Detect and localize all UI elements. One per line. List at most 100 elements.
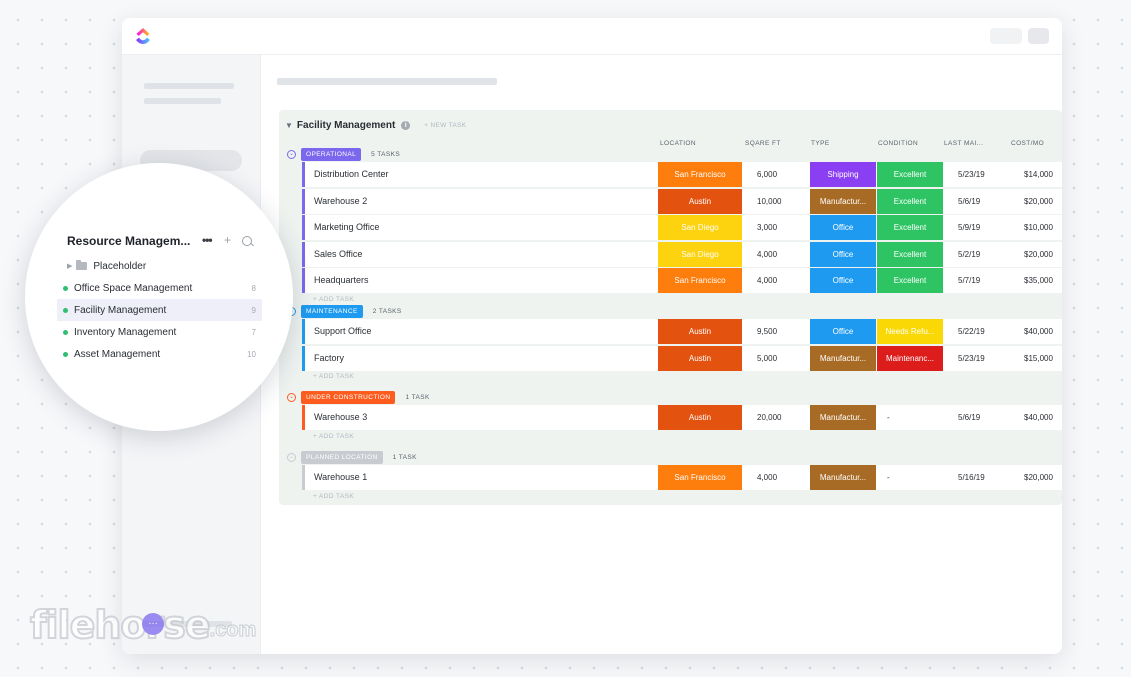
group-status-tag[interactable]: OPERATIONAL bbox=[301, 148, 362, 161]
sidebar-list-item[interactable]: Inventory Management 7 bbox=[57, 321, 262, 343]
sidebar-list-item[interactable]: Office Space Management 8 bbox=[57, 277, 262, 299]
task-name[interactable]: Warehouse 1 bbox=[314, 472, 368, 482]
task-row[interactable]: Warehouse 1 San Francisco 4,000 Manufactur.… bbox=[302, 465, 1062, 490]
collapse-caret-icon[interactable]: ▼ bbox=[285, 120, 293, 130]
column-header-last_maint[interactable]: LAST MAI... bbox=[944, 140, 984, 147]
cost-cell[interactable]: $40,000 bbox=[1024, 327, 1053, 336]
location-chip[interactable]: Austin bbox=[658, 405, 742, 430]
type-chip[interactable]: Manufactur... bbox=[810, 188, 876, 214]
location-chip[interactable]: San Diego bbox=[658, 215, 742, 241]
group-status-tag[interactable]: PLANNED LOCATION bbox=[301, 451, 383, 464]
last-maint-cell[interactable]: 5/9/19 bbox=[958, 223, 981, 233]
add-task-button[interactable]: + ADD TASK bbox=[313, 432, 355, 440]
type-chip[interactable]: Office bbox=[810, 268, 876, 294]
type-chip[interactable]: Manufactur... bbox=[810, 465, 876, 490]
sqft-cell[interactable]: 20,000 bbox=[757, 413, 782, 422]
task-row[interactable]: Factory Austin 5,000 Manufactur... Maintenan… bbox=[302, 345, 1062, 371]
last-maint-cell[interactable]: 5/23/19 bbox=[958, 170, 985, 179]
cost-cell[interactable]: $20,000 bbox=[1024, 196, 1053, 206]
type-chip[interactable]: Office bbox=[810, 215, 876, 241]
task-name[interactable]: Factory bbox=[314, 352, 345, 363]
task-name[interactable]: Marketing Office bbox=[314, 222, 380, 233]
sqft-cell[interactable]: 3,000 bbox=[757, 223, 778, 233]
condition-cell[interactable]: - bbox=[887, 473, 890, 482]
condition-chip[interactable]: Excellent bbox=[877, 241, 943, 267]
type-chip[interactable]: Manufactur... bbox=[810, 345, 876, 371]
new-task-button[interactable]: + NEW TASK bbox=[424, 121, 467, 129]
task-row[interactable]: Distribution Center San Francisco 6,000 Shi… bbox=[302, 162, 1062, 187]
type-chip[interactable]: Manufactur... bbox=[810, 405, 876, 430]
cost-cell[interactable]: $15,000 bbox=[1024, 353, 1053, 363]
task-row[interactable]: Marketing Office San Diego 3,000 Office Exce… bbox=[302, 215, 1062, 241]
last-maint-cell[interactable]: 5/22/19 bbox=[958, 327, 985, 336]
column-header-location[interactable]: LOCATION bbox=[660, 140, 696, 147]
task-row[interactable]: Warehouse 2 Austin 10,000 Manufactur... Exce… bbox=[302, 188, 1062, 214]
folder-item[interactable]: ▶ Placeholder bbox=[67, 259, 146, 273]
group-toggle-icon[interactable]: ⌄ bbox=[287, 150, 296, 159]
chevron-right-icon[interactable]: ▶ bbox=[67, 263, 73, 270]
info-icon[interactable]: i bbox=[401, 120, 411, 130]
condition-chip[interactable]: Excellent bbox=[877, 268, 943, 294]
add-task-button[interactable]: + ADD TASK bbox=[313, 373, 355, 381]
last-maint-cell[interactable]: 5/6/19 bbox=[958, 196, 981, 206]
top-bar-button[interactable] bbox=[990, 28, 1022, 44]
cost-cell[interactable]: $20,000 bbox=[1024, 249, 1053, 259]
group-status-tag[interactable]: UNDER CONSTRUCTION bbox=[301, 391, 396, 404]
last-maint-cell[interactable]: 5/2/19 bbox=[958, 249, 981, 259]
task-row[interactable]: Sales Office San Diego 4,000 Office Excellen… bbox=[302, 241, 1062, 267]
sqft-cell[interactable]: 4,000 bbox=[757, 249, 778, 259]
location-chip[interactable]: Austin bbox=[658, 319, 742, 344]
task-row[interactable]: Support Office Austin 9,500 Office Needs Ref… bbox=[302, 319, 1062, 344]
location-chip[interactable]: San Francisco bbox=[658, 162, 742, 187]
condition-chip[interactable]: Excellent bbox=[877, 215, 943, 241]
group-status-tag[interactable]: MAINTENANCE bbox=[301, 305, 363, 318]
cost-cell[interactable]: $35,000 bbox=[1024, 276, 1053, 286]
column-header-type[interactable]: TYPE bbox=[811, 140, 830, 147]
add-task-button[interactable]: + ADD TASK bbox=[313, 492, 355, 500]
more-icon[interactable]: ••• bbox=[202, 233, 213, 247]
task-row[interactable]: Headquarters San Francisco 4,000 Office Exce… bbox=[302, 268, 1062, 294]
plus-icon[interactable]: + bbox=[224, 233, 232, 247]
sqft-cell[interactable]: 4,000 bbox=[757, 473, 778, 482]
task-name[interactable]: Support Office bbox=[314, 326, 372, 336]
condition-chip[interactable]: Excellent bbox=[877, 162, 943, 187]
space-title[interactable]: Resource Managem... bbox=[67, 234, 191, 248]
sidebar-list-item[interactable]: Facility Management 9 bbox=[57, 299, 262, 321]
top-bar-button[interactable] bbox=[1028, 28, 1049, 44]
location-chip[interactable]: Austin bbox=[658, 188, 742, 214]
sqft-cell[interactable]: 6,000 bbox=[757, 170, 778, 179]
cost-cell[interactable]: $14,000 bbox=[1024, 170, 1053, 179]
cost-cell[interactable]: $10,000 bbox=[1024, 223, 1053, 233]
condition-cell[interactable]: - bbox=[887, 413, 890, 422]
clickup-logo-icon[interactable] bbox=[134, 27, 152, 45]
sqft-cell[interactable]: 4,000 bbox=[757, 276, 778, 286]
location-chip[interactable]: Austin bbox=[658, 345, 742, 371]
task-name[interactable]: Warehouse 2 bbox=[314, 195, 368, 206]
last-maint-cell[interactable]: 5/6/19 bbox=[958, 413, 981, 422]
cost-cell[interactable]: $20,000 bbox=[1024, 473, 1053, 482]
location-chip[interactable]: San Francisco bbox=[658, 268, 742, 294]
sqft-cell[interactable]: 9,500 bbox=[757, 327, 778, 336]
column-header-sqft[interactable]: SQARE FT bbox=[745, 140, 781, 147]
task-name[interactable]: Headquarters bbox=[314, 275, 369, 286]
search-icon[interactable] bbox=[242, 236, 252, 246]
condition-chip[interactable]: Excellent bbox=[877, 188, 943, 214]
task-name[interactable]: Sales Office bbox=[314, 248, 363, 259]
task-row[interactable]: Warehouse 3 Austin 20,000 Manufactur... - 5/6… bbox=[302, 405, 1062, 430]
column-header-condition[interactable]: CONDITION bbox=[878, 140, 919, 147]
location-chip[interactable]: San Francisco bbox=[658, 465, 742, 490]
last-maint-cell[interactable]: 5/16/19 bbox=[958, 473, 985, 482]
task-name[interactable]: Distribution Center bbox=[314, 169, 389, 179]
cost-cell[interactable]: $40,000 bbox=[1024, 413, 1053, 422]
group-toggle-icon[interactable]: ⌄ bbox=[287, 393, 296, 402]
location-chip[interactable]: San Diego bbox=[658, 241, 742, 267]
task-name[interactable]: Warehouse 3 bbox=[314, 412, 368, 422]
last-maint-cell[interactable]: 5/23/19 bbox=[958, 353, 985, 363]
condition-chip[interactable]: Maintenanc... bbox=[877, 345, 943, 371]
column-header-cost[interactable]: COST/MO bbox=[1011, 140, 1045, 147]
group-toggle-icon[interactable]: ⌄ bbox=[287, 453, 296, 462]
last-maint-cell[interactable]: 5/7/19 bbox=[958, 276, 981, 286]
condition-chip[interactable]: Needs Refu... bbox=[877, 319, 943, 344]
type-chip[interactable]: Shipping bbox=[810, 162, 876, 187]
add-task-button[interactable]: + ADD TASK bbox=[313, 296, 355, 303]
